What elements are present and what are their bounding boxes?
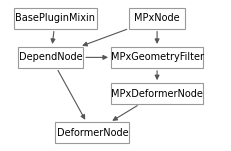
FancyBboxPatch shape [111, 83, 203, 104]
Text: DependNode: DependNode [19, 52, 83, 62]
FancyBboxPatch shape [18, 47, 83, 68]
Text: MPxNode: MPxNode [134, 13, 180, 23]
FancyBboxPatch shape [55, 122, 129, 143]
FancyBboxPatch shape [111, 47, 203, 68]
Text: DeformerNode: DeformerNode [57, 128, 128, 138]
Text: MPxDeformerNode: MPxDeformerNode [111, 89, 203, 99]
Text: MPxGeometryFilter: MPxGeometryFilter [111, 52, 204, 62]
FancyBboxPatch shape [14, 8, 97, 29]
Text: BasePluginMixin: BasePluginMixin [15, 13, 95, 23]
FancyBboxPatch shape [129, 8, 185, 29]
